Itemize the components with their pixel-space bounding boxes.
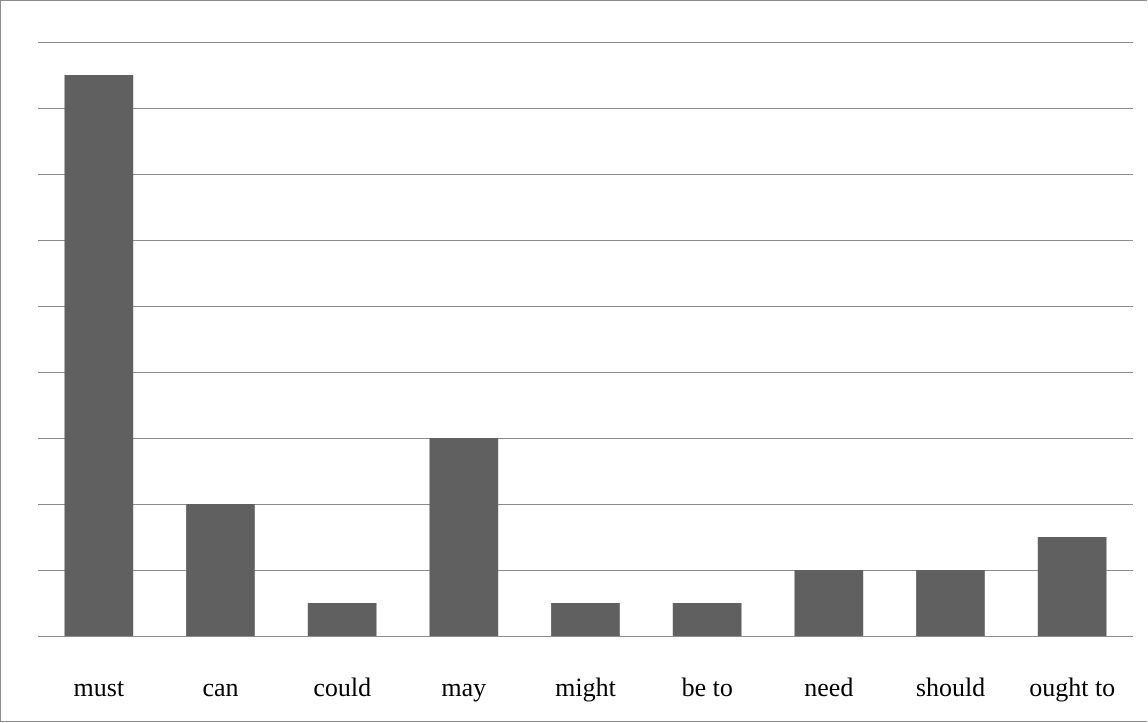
x-tick-label: be to (682, 673, 733, 702)
bar-may (429, 438, 499, 636)
x-tick-label: should (916, 673, 985, 702)
x-tick-label: could (313, 673, 371, 702)
bar-must (64, 75, 134, 636)
x-tick-label: may (441, 673, 486, 702)
bar-can (186, 504, 255, 636)
bar-need (794, 570, 864, 636)
x-tick-label: ought to (1029, 673, 1115, 702)
bar-could (307, 603, 377, 636)
bar-should (916, 570, 985, 636)
x-tick-label: need (804, 673, 853, 702)
bar-ought-to (1037, 537, 1107, 636)
bar-might (551, 603, 620, 636)
x-tick-labels: must can could may might be to need should ought… (74, 673, 1116, 702)
bars (64, 75, 1107, 636)
x-tick-label: might (555, 673, 616, 702)
x-tick-label: can (202, 673, 238, 702)
bar-be-to (672, 603, 742, 636)
x-tick-label: must (74, 673, 125, 702)
